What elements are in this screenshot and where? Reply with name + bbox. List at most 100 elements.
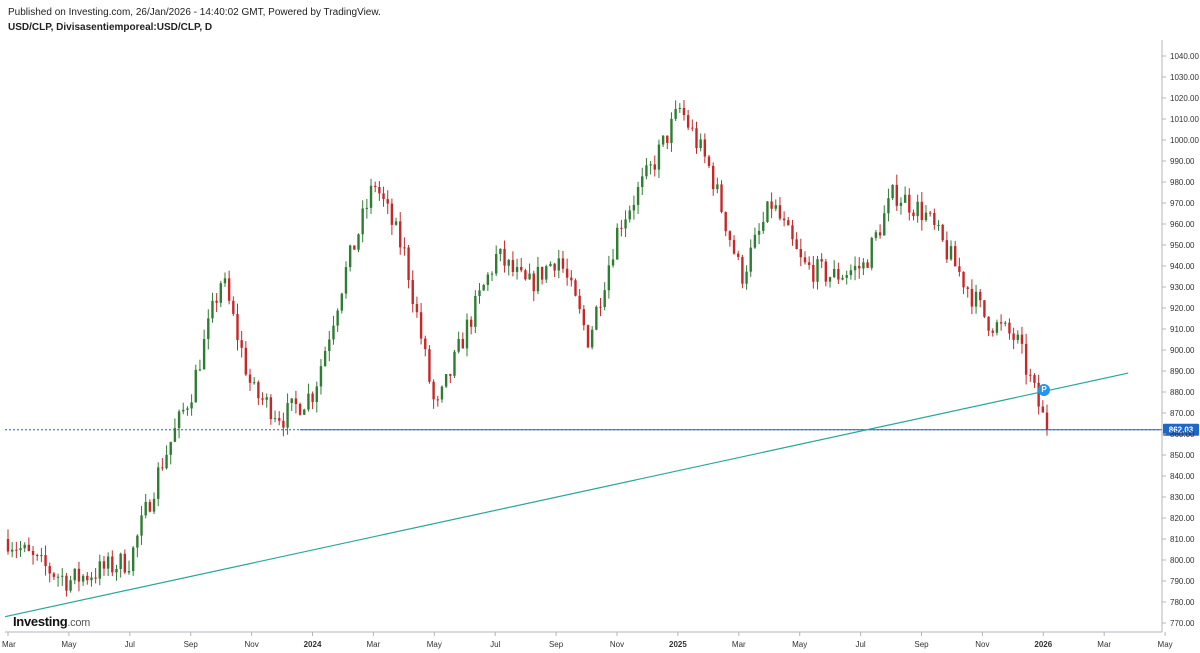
candle-body bbox=[691, 127, 694, 129]
time-tick-label: May bbox=[792, 640, 807, 649]
candle-body bbox=[515, 267, 519, 272]
price-tick-label: 920.00 bbox=[1170, 304, 1195, 313]
candle-body bbox=[157, 467, 160, 499]
time-tick-label: Nov bbox=[975, 640, 989, 649]
candle-body bbox=[565, 268, 569, 278]
candle-body bbox=[424, 338, 427, 350]
candle-body bbox=[645, 165, 648, 177]
price-tick-label: 780.00 bbox=[1170, 598, 1195, 607]
candle-body bbox=[657, 144, 661, 170]
candle-body bbox=[361, 208, 364, 235]
candle-body bbox=[81, 575, 85, 582]
candle-body bbox=[365, 207, 369, 209]
candle-body bbox=[599, 306, 602, 308]
price-tick-label: 930.00 bbox=[1170, 283, 1195, 292]
candle-body bbox=[624, 219, 627, 229]
candle-body bbox=[895, 184, 898, 206]
investing-logo: Investing.com bbox=[13, 614, 90, 629]
candle-body bbox=[603, 290, 606, 308]
candle-body bbox=[987, 316, 990, 331]
candle-body bbox=[899, 202, 903, 206]
candle-body bbox=[453, 351, 456, 376]
time-tick-label: Mar bbox=[732, 640, 746, 649]
candle-body bbox=[94, 577, 97, 579]
candle-body bbox=[845, 275, 848, 278]
time-tick-label: Nov bbox=[610, 640, 624, 649]
candle-body bbox=[1008, 322, 1011, 334]
candle-body bbox=[198, 369, 202, 371]
candle-body bbox=[653, 164, 656, 170]
candle-body bbox=[469, 319, 473, 327]
candle-body bbox=[874, 232, 878, 238]
candle-body bbox=[48, 566, 51, 574]
candle-body bbox=[23, 544, 26, 549]
price-tick-label: 800.00 bbox=[1170, 556, 1195, 565]
candle-body bbox=[415, 304, 419, 313]
candle-body bbox=[486, 274, 490, 285]
candle-body bbox=[745, 271, 748, 284]
time-axis: Mar May Jul Sep Nov 2024 Mar May Jul Sep Nov 2025 Ma… bbox=[2, 631, 1173, 649]
candle-body bbox=[378, 187, 381, 194]
candle-body bbox=[732, 239, 736, 254]
candle-body bbox=[1024, 343, 1028, 375]
candle-body bbox=[686, 115, 690, 128]
price-tick-label: 810.00 bbox=[1170, 535, 1195, 544]
candle-body bbox=[616, 227, 619, 260]
candle-body bbox=[323, 350, 327, 367]
time-tick-label: May bbox=[1158, 640, 1173, 649]
candle-body bbox=[499, 248, 502, 255]
price-tick-label: 960.00 bbox=[1170, 220, 1195, 229]
price-marker-icon[interactable]: P bbox=[1038, 384, 1050, 396]
candle-body bbox=[6, 539, 10, 552]
candle-body bbox=[703, 139, 707, 157]
candle-body bbox=[582, 309, 586, 326]
price-tick-label: 950.00 bbox=[1170, 241, 1195, 250]
candle-body bbox=[440, 386, 444, 400]
time-tick-label: Mar bbox=[2, 640, 16, 649]
time-tick-label: Mar bbox=[1097, 640, 1111, 649]
candle-body bbox=[240, 340, 243, 348]
last-price-label: 862.03 bbox=[1169, 426, 1194, 435]
candle-body bbox=[86, 575, 89, 581]
candle-body bbox=[970, 288, 974, 307]
candle-body bbox=[828, 277, 832, 282]
candle-body bbox=[399, 221, 402, 248]
candle-body bbox=[1029, 374, 1032, 376]
candle-body bbox=[933, 212, 936, 225]
candle-body bbox=[248, 374, 252, 383]
candle-body bbox=[61, 575, 64, 577]
candle-body bbox=[1037, 382, 1040, 407]
price-tick-label: 990.00 bbox=[1170, 157, 1195, 166]
candle-body bbox=[903, 194, 907, 203]
candle-body bbox=[870, 237, 873, 268]
candle-body bbox=[232, 300, 235, 314]
candle-body bbox=[56, 576, 60, 578]
time-tick-label: 2026 bbox=[1034, 640, 1052, 649]
candle-body bbox=[319, 366, 323, 387]
candle-body bbox=[949, 246, 953, 260]
candle-body bbox=[177, 411, 181, 429]
candle-body bbox=[520, 267, 523, 271]
candle-body bbox=[770, 201, 773, 209]
candle-body bbox=[883, 213, 886, 236]
candle-body bbox=[261, 398, 264, 400]
candle-body bbox=[849, 270, 853, 276]
candle-body bbox=[540, 266, 544, 280]
candle-body bbox=[40, 555, 43, 557]
candle-body bbox=[273, 418, 277, 420]
price-axis: 770.00 780.00 790.00 800.00 810.00 820.00 830.… bbox=[1161, 40, 1199, 632]
candle-body bbox=[461, 338, 465, 349]
candle-body bbox=[757, 230, 761, 235]
candle-body bbox=[278, 418, 281, 421]
time-tick-label: Sep bbox=[184, 640, 199, 649]
candle-body bbox=[666, 135, 669, 143]
candle-body bbox=[311, 393, 314, 403]
candle-body bbox=[991, 330, 994, 333]
candle-body bbox=[511, 259, 515, 272]
candle-body bbox=[152, 498, 156, 512]
candle-body bbox=[474, 295, 477, 327]
candle-body bbox=[824, 261, 828, 282]
candle-body bbox=[628, 210, 631, 220]
candle-body bbox=[837, 269, 840, 280]
